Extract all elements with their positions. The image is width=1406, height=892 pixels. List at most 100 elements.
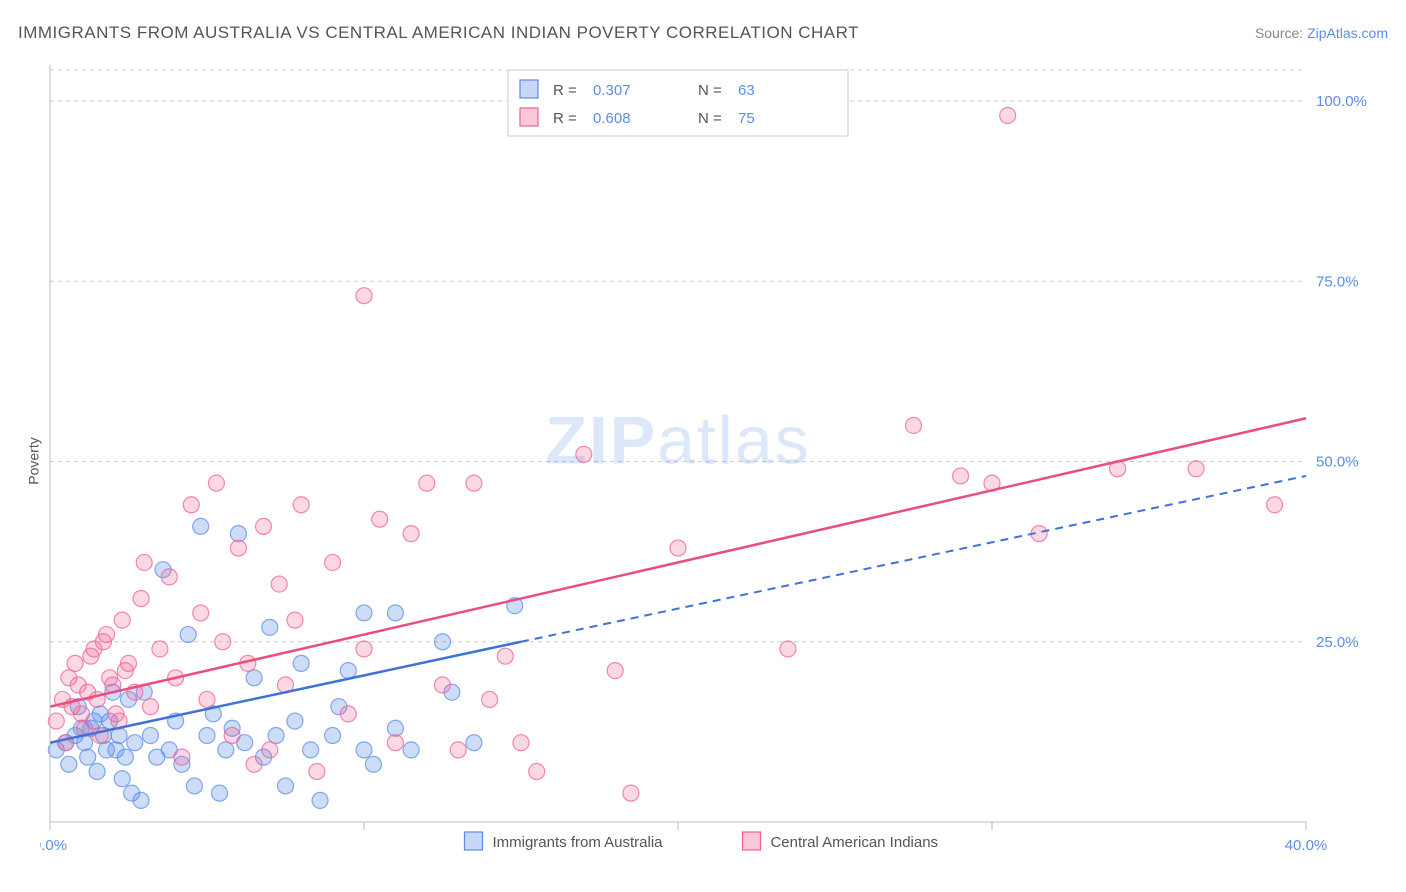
- legend-label-aus: Immigrants from Australia: [492, 834, 663, 851]
- data-point: [340, 706, 356, 722]
- chart-title: IMMIGRANTS FROM AUSTRALIA VS CENTRAL AME…: [18, 23, 859, 43]
- y-tick-label: 25.0%: [1316, 634, 1359, 651]
- data-point: [293, 655, 309, 671]
- data-point: [152, 641, 168, 657]
- data-point: [108, 706, 124, 722]
- data-point: [127, 735, 143, 751]
- data-point: [1188, 461, 1204, 477]
- chart-container: Poverty 25.0%50.0%75.0%100.0%ZIPatlas0.0…: [40, 60, 1386, 862]
- data-point: [114, 612, 130, 628]
- data-point: [287, 612, 303, 628]
- data-point: [61, 756, 77, 772]
- data-point: [419, 475, 435, 491]
- data-point: [529, 764, 545, 780]
- data-point: [83, 648, 99, 664]
- data-point: [670, 540, 686, 556]
- data-point: [180, 627, 196, 643]
- data-point: [906, 417, 922, 433]
- data-point: [48, 713, 64, 729]
- data-point: [466, 475, 482, 491]
- data-point: [174, 749, 190, 765]
- data-point: [497, 648, 513, 664]
- legend-r-label: R =: [553, 82, 577, 99]
- source-attribution: Source: ZipAtlas.com: [1255, 25, 1388, 41]
- data-point: [340, 663, 356, 679]
- data-point: [312, 792, 328, 808]
- data-point: [356, 742, 372, 758]
- legend-n-value: 63: [738, 82, 755, 99]
- data-point: [199, 691, 215, 707]
- data-point: [623, 785, 639, 801]
- data-point: [186, 778, 202, 794]
- data-point: [142, 727, 158, 743]
- legend-swatch-aus: [464, 832, 482, 850]
- legend-r-value: 0.608: [593, 110, 631, 127]
- data-point: [102, 670, 118, 686]
- legend-swatch-cai: [520, 108, 538, 126]
- watermark: ZIPatlas: [545, 403, 810, 479]
- data-point: [607, 663, 623, 679]
- data-point: [356, 641, 372, 657]
- data-point: [161, 569, 177, 585]
- y-axis-label: Poverty: [26, 437, 42, 484]
- source-link[interactable]: ZipAtlas.com: [1307, 25, 1388, 41]
- data-point: [262, 742, 278, 758]
- data-point: [482, 691, 498, 707]
- source-label: Source:: [1255, 25, 1303, 41]
- data-point: [230, 526, 246, 542]
- data-point: [403, 742, 419, 758]
- y-tick-label: 75.0%: [1316, 273, 1359, 290]
- data-point: [387, 605, 403, 621]
- legend-n-label: N =: [698, 110, 722, 127]
- legend-r-label: R =: [553, 110, 577, 127]
- data-point: [256, 518, 272, 534]
- legend-swatch-aus: [520, 80, 538, 98]
- y-tick-label: 100.0%: [1316, 93, 1367, 110]
- data-point: [576, 446, 592, 462]
- data-point: [513, 735, 529, 751]
- data-point: [293, 497, 309, 513]
- legend-label-cai: Central American Indians: [770, 834, 938, 851]
- x-tick-label: 0.0%: [40, 837, 67, 854]
- legend-stats: R =0.307N =63R =0.608N =75: [508, 70, 848, 136]
- legend-swatch-cai: [742, 832, 760, 850]
- data-point: [262, 619, 278, 635]
- data-point: [372, 511, 388, 527]
- data-point: [1267, 497, 1283, 513]
- chart-header: IMMIGRANTS FROM AUSTRALIA VS CENTRAL AME…: [18, 18, 1388, 48]
- legend-n-label: N =: [698, 82, 722, 99]
- data-point: [387, 735, 403, 751]
- data-point: [403, 526, 419, 542]
- data-point: [183, 497, 199, 513]
- data-point: [356, 288, 372, 304]
- gridlines: 25.0% 50.0% 75.0% 100.0%: [50, 70, 1367, 651]
- data-point: [224, 727, 240, 743]
- data-point: [780, 641, 796, 657]
- data-point: [325, 727, 341, 743]
- data-point: [278, 778, 294, 794]
- data-point: [435, 677, 451, 693]
- data-point: [268, 727, 284, 743]
- data-point: [114, 771, 130, 787]
- legend-n-value: 75: [738, 110, 755, 127]
- data-point: [193, 605, 209, 621]
- data-point: [121, 655, 137, 671]
- data-point: [953, 468, 969, 484]
- data-point: [450, 742, 466, 758]
- data-point: [142, 699, 158, 715]
- data-point: [215, 634, 231, 650]
- data-point: [435, 634, 451, 650]
- data-point: [365, 756, 381, 772]
- data-point: [356, 605, 372, 621]
- data-point: [199, 727, 215, 743]
- data-point: [271, 576, 287, 592]
- data-point: [303, 742, 319, 758]
- data-point: [67, 655, 83, 671]
- data-point: [287, 713, 303, 729]
- data-point: [108, 742, 124, 758]
- y-tick-label: 50.0%: [1316, 454, 1359, 471]
- data-point: [325, 554, 341, 570]
- data-point: [387, 720, 403, 736]
- data-point: [212, 785, 228, 801]
- data-point: [230, 540, 246, 556]
